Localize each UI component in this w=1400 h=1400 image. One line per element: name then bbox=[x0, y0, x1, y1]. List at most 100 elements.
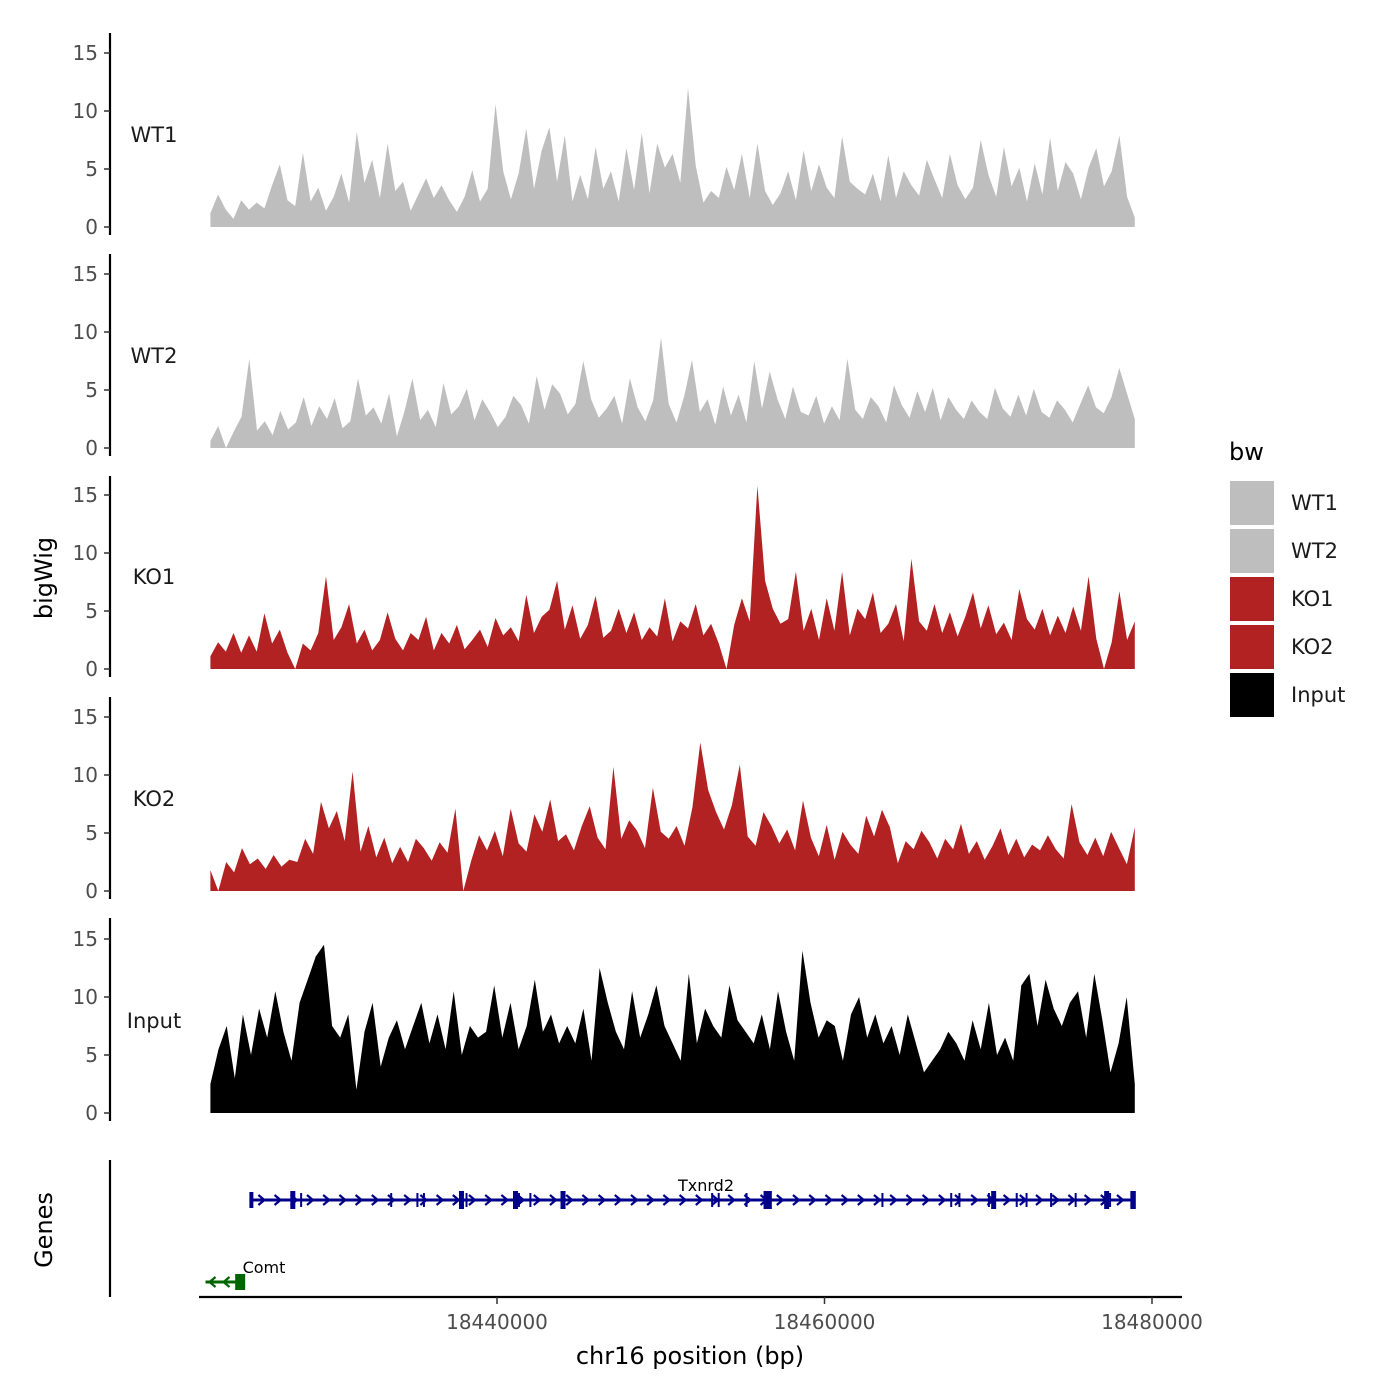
legend-swatch bbox=[1230, 529, 1274, 573]
strand-arrow bbox=[1067, 1194, 1077, 1206]
strand-arrow bbox=[614, 1194, 623, 1206]
x-tick-label: 18480000 bbox=[1101, 1310, 1203, 1334]
area-series-ko2 bbox=[210, 742, 1135, 891]
strand-arrow bbox=[905, 1194, 915, 1206]
y-tick-label: 10 bbox=[73, 985, 98, 1009]
y-tick-label: 10 bbox=[73, 541, 98, 565]
y-tick-label: 10 bbox=[73, 320, 98, 344]
exon bbox=[745, 1193, 748, 1207]
strand-arrow bbox=[1083, 1194, 1093, 1206]
gene-txnrd2: Txnrd2 bbox=[249, 1176, 1136, 1209]
y-tick-label: 5 bbox=[85, 599, 98, 623]
strand-arrow bbox=[338, 1194, 348, 1206]
exon bbox=[763, 1191, 769, 1209]
exon bbox=[422, 1193, 425, 1207]
exon bbox=[1130, 1191, 1136, 1209]
strand-arrow bbox=[468, 1194, 477, 1206]
legend: bw WT1 WT2 KO1 KO2 Input bbox=[1229, 438, 1345, 717]
track-wt2: 0 5 10 15 WT2 bbox=[73, 254, 1135, 460]
area-series-input bbox=[210, 944, 1135, 1113]
exon bbox=[249, 1192, 254, 1208]
exon bbox=[1025, 1193, 1028, 1207]
legend-swatch bbox=[1230, 673, 1274, 717]
strand-arrow bbox=[921, 1194, 931, 1206]
strand-arrow bbox=[565, 1194, 574, 1206]
y-tick-label: 5 bbox=[85, 157, 98, 181]
strand-arrow bbox=[452, 1194, 461, 1206]
exon bbox=[711, 1193, 714, 1207]
exon bbox=[458, 1191, 464, 1209]
track-label: KO2 bbox=[133, 787, 176, 811]
exon bbox=[1015, 1193, 1018, 1207]
strand-arrow bbox=[776, 1194, 785, 1206]
strand-arrow bbox=[257, 1194, 267, 1206]
legend-label: Input bbox=[1291, 683, 1345, 707]
strand-arrow bbox=[484, 1194, 493, 1206]
y-tick-label: 5 bbox=[85, 1043, 98, 1067]
y-tick-label: 10 bbox=[73, 99, 98, 123]
y-tick-label: 5 bbox=[85, 821, 98, 845]
strand-arrow bbox=[1116, 1194, 1125, 1206]
exon bbox=[560, 1191, 566, 1209]
strand-arrow bbox=[840, 1194, 850, 1206]
y-tick-label: 0 bbox=[85, 436, 98, 460]
strand-arrow bbox=[678, 1194, 688, 1206]
y-tick-label: 15 bbox=[73, 262, 98, 286]
exon bbox=[987, 1193, 990, 1207]
strand-arrow bbox=[597, 1194, 607, 1206]
strand-arrow bbox=[954, 1194, 963, 1206]
strand-arrow bbox=[630, 1194, 639, 1206]
strand-arrow bbox=[533, 1194, 542, 1206]
legend-entry-wt2: WT2 bbox=[1230, 529, 1338, 573]
exon bbox=[465, 1193, 468, 1207]
strand-arrow bbox=[207, 1276, 217, 1288]
strand-arrow bbox=[873, 1194, 882, 1206]
strand-arrow bbox=[1002, 1194, 1012, 1206]
exon bbox=[235, 1274, 246, 1290]
y-axis-label: bigWig bbox=[30, 537, 58, 619]
gene-label: Comt bbox=[243, 1258, 286, 1277]
track-label: Input bbox=[127, 1009, 181, 1033]
exon bbox=[717, 1193, 720, 1207]
gene-label: Txnrd2 bbox=[677, 1176, 734, 1195]
legend-label: WT2 bbox=[1291, 539, 1338, 563]
strand-arrow bbox=[403, 1194, 412, 1206]
legend-swatch bbox=[1230, 481, 1274, 525]
strand-arrow bbox=[889, 1194, 898, 1206]
strand-arrow bbox=[857, 1194, 866, 1206]
x-axis: 18440000 18460000 18480000 bbox=[199, 1295, 1203, 1334]
strand-arrow bbox=[695, 1194, 704, 1206]
exon bbox=[766, 1191, 772, 1209]
area-series-ko1 bbox=[210, 485, 1135, 669]
exon bbox=[390, 1193, 393, 1207]
exon bbox=[529, 1193, 532, 1207]
track-ko1: 0 5 10 15 KO1 bbox=[73, 476, 1135, 681]
strand-arrow bbox=[662, 1194, 672, 1206]
legend-label: KO1 bbox=[1291, 587, 1334, 611]
strand-arrow bbox=[792, 1194, 801, 1206]
exon bbox=[1050, 1193, 1053, 1207]
track-label: KO1 bbox=[133, 565, 176, 589]
x-tick-label: 18460000 bbox=[774, 1310, 876, 1334]
strand-arrow bbox=[354, 1194, 364, 1206]
exon bbox=[881, 1193, 884, 1207]
y-tick-label: 15 bbox=[73, 41, 98, 65]
gene-comt: Comt bbox=[205, 1258, 286, 1290]
strand-arrow bbox=[549, 1194, 558, 1206]
strand-arrow bbox=[824, 1194, 834, 1206]
exon bbox=[416, 1193, 419, 1207]
strand-arrow bbox=[581, 1194, 591, 1206]
strand-arrow bbox=[273, 1194, 283, 1206]
legend-swatch bbox=[1230, 625, 1274, 669]
strand-arrow bbox=[435, 1194, 445, 1206]
y-tick-label: 15 bbox=[73, 483, 98, 507]
track-input: 0 5 10 15 Input bbox=[73, 918, 1135, 1125]
strand-arrow bbox=[1035, 1194, 1044, 1206]
y-tick-label: 0 bbox=[85, 657, 98, 681]
legend-entry-ko1: KO1 bbox=[1230, 577, 1334, 621]
track-wt1: 0 5 10 15 WT1 bbox=[73, 33, 1135, 239]
strand-arrow bbox=[808, 1194, 817, 1206]
exon bbox=[290, 1191, 296, 1209]
strand-arrow bbox=[646, 1194, 655, 1206]
